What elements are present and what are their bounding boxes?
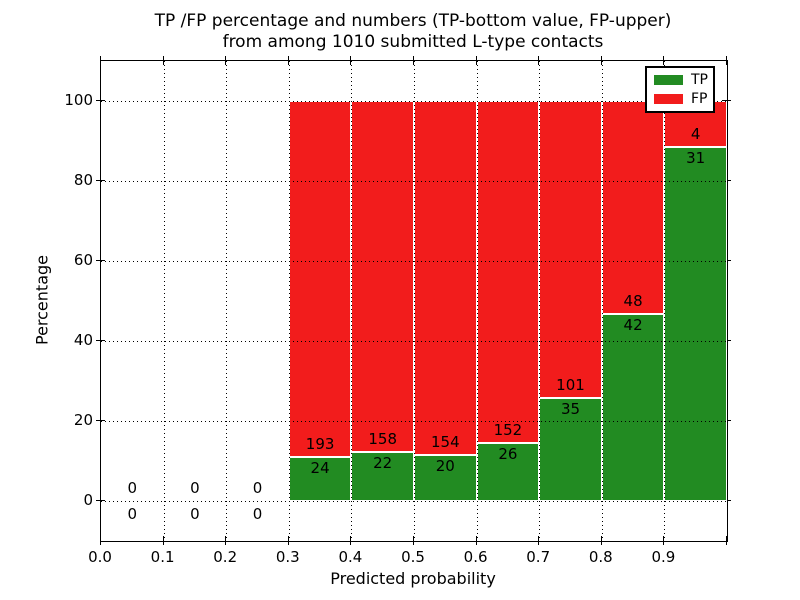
- bar-tp-segment: [601, 314, 665, 501]
- y-tick-label: 20: [73, 411, 93, 429]
- bar-fp-segment: [601, 101, 665, 315]
- fp-count-label: 193: [305, 434, 335, 453]
- x-tick: [225, 56, 227, 65]
- fp-count-label: 0: [190, 479, 200, 497]
- x-tick: [600, 56, 602, 65]
- y-tick: [96, 180, 105, 181]
- plot-area: 0 0 0 0 0 0 193 24 158 22 154 20 152 26 101 35 48 42 4 31: [100, 60, 728, 542]
- x-axis-label: Predicted probability: [330, 569, 496, 588]
- fp-count-label: 48: [623, 292, 643, 311]
- tp-count-label: 22: [373, 454, 393, 473]
- fp-count-label: 0: [127, 479, 138, 497]
- y-tick-label: 0: [83, 491, 93, 509]
- fp-count-label: 158: [368, 430, 398, 449]
- bar-fp-segment: [351, 101, 414, 453]
- tp-count-label: 0: [252, 505, 263, 523]
- fp-count-label: 101: [556, 376, 585, 395]
- x-tick: [287, 536, 289, 545]
- x-tick-label: 0.3: [275, 548, 300, 566]
- x-tick-label: 0.2: [213, 548, 238, 566]
- x-tick: [287, 56, 289, 65]
- y-tick: [96, 500, 105, 501]
- y-tick: [96, 100, 105, 101]
- y-tick-label: 80: [73, 171, 93, 189]
- bars-layer: [101, 61, 727, 541]
- x-tick: [225, 536, 227, 545]
- x-tick: [350, 56, 352, 65]
- bar-tp-segment: [288, 456, 352, 501]
- tp-count-label: 31: [686, 148, 706, 167]
- x-tick: [413, 536, 414, 545]
- x-tick: [538, 536, 540, 545]
- tp-count-label: 0: [190, 505, 200, 523]
- bar-fp-segment: [539, 101, 602, 399]
- x-tick-label: 0.4: [338, 548, 363, 566]
- legend: TP FP: [645, 66, 715, 113]
- tp-count-label: 35: [560, 400, 581, 419]
- x-tick: [663, 56, 665, 65]
- y-tick-label: 60: [73, 251, 93, 269]
- tp-count-label: 0: [127, 505, 138, 523]
- x-tick-label: 0.6: [463, 548, 488, 566]
- x-tick: [162, 56, 164, 65]
- y-tick: [96, 340, 105, 341]
- x-tick: [413, 56, 414, 65]
- x-tick: [475, 536, 477, 545]
- x-tick: [350, 536, 352, 545]
- tp-count-label: 26: [498, 444, 518, 463]
- x-tick: [600, 536, 602, 545]
- x-tick: [100, 56, 101, 65]
- y-tick: [96, 420, 105, 421]
- bar-fp-segment: [288, 101, 352, 457]
- bar-fp-segment: [476, 101, 540, 443]
- x-tick-label: 0.0: [88, 548, 112, 566]
- x-tick-label: 0.8: [588, 548, 613, 566]
- x-tick-label: 0.7: [526, 548, 551, 566]
- y-tick: [722, 100, 731, 101]
- fp-count-label: 0: [252, 479, 263, 497]
- x-tick: [726, 56, 727, 65]
- x-tick: [538, 56, 540, 65]
- legend-item-fp: FP: [647, 92, 713, 106]
- x-tick: [100, 536, 101, 545]
- fp-count-label: 152: [493, 420, 523, 439]
- fp-count-label: 154: [430, 433, 460, 452]
- tp-count-label: 20: [435, 457, 455, 476]
- y-tick-label: 40: [73, 331, 93, 349]
- fp-count-label: 4: [690, 124, 701, 143]
- tp-color-swatch: [654, 75, 683, 85]
- x-tick-label: 0.1: [150, 548, 175, 566]
- x-tick-label: 0.9: [651, 548, 676, 566]
- fp-color-swatch: [654, 94, 683, 104]
- x-tick: [726, 536, 727, 545]
- y-tick: [96, 260, 105, 261]
- x-tick: [663, 536, 665, 545]
- x-tick-label: 0.5: [401, 548, 425, 566]
- y-tick-label: 100: [64, 91, 93, 109]
- tp-count-label: 42: [623, 316, 643, 335]
- legend-label-tp: TP: [691, 72, 708, 88]
- legend-label-fp: FP: [691, 91, 708, 107]
- x-tick: [162, 536, 164, 545]
- x-tick: [475, 56, 477, 65]
- chart-title-line1: TP /FP percentage and numbers (TP-bottom…: [154, 11, 672, 31]
- y-axis-label: Percentage: [32, 254, 52, 346]
- tp-count-label: 24: [310, 458, 330, 477]
- legend-item-tp: TP: [647, 73, 713, 87]
- bar-fp-segment: [414, 101, 477, 456]
- chart-title-line2: from among 1010 submitted L-type contact…: [222, 32, 604, 52]
- annotations-layer: 0 0 0 0 0 0 193 24 158 22 154 20 152 26 101 35 48 42 4 31: [101, 61, 727, 541]
